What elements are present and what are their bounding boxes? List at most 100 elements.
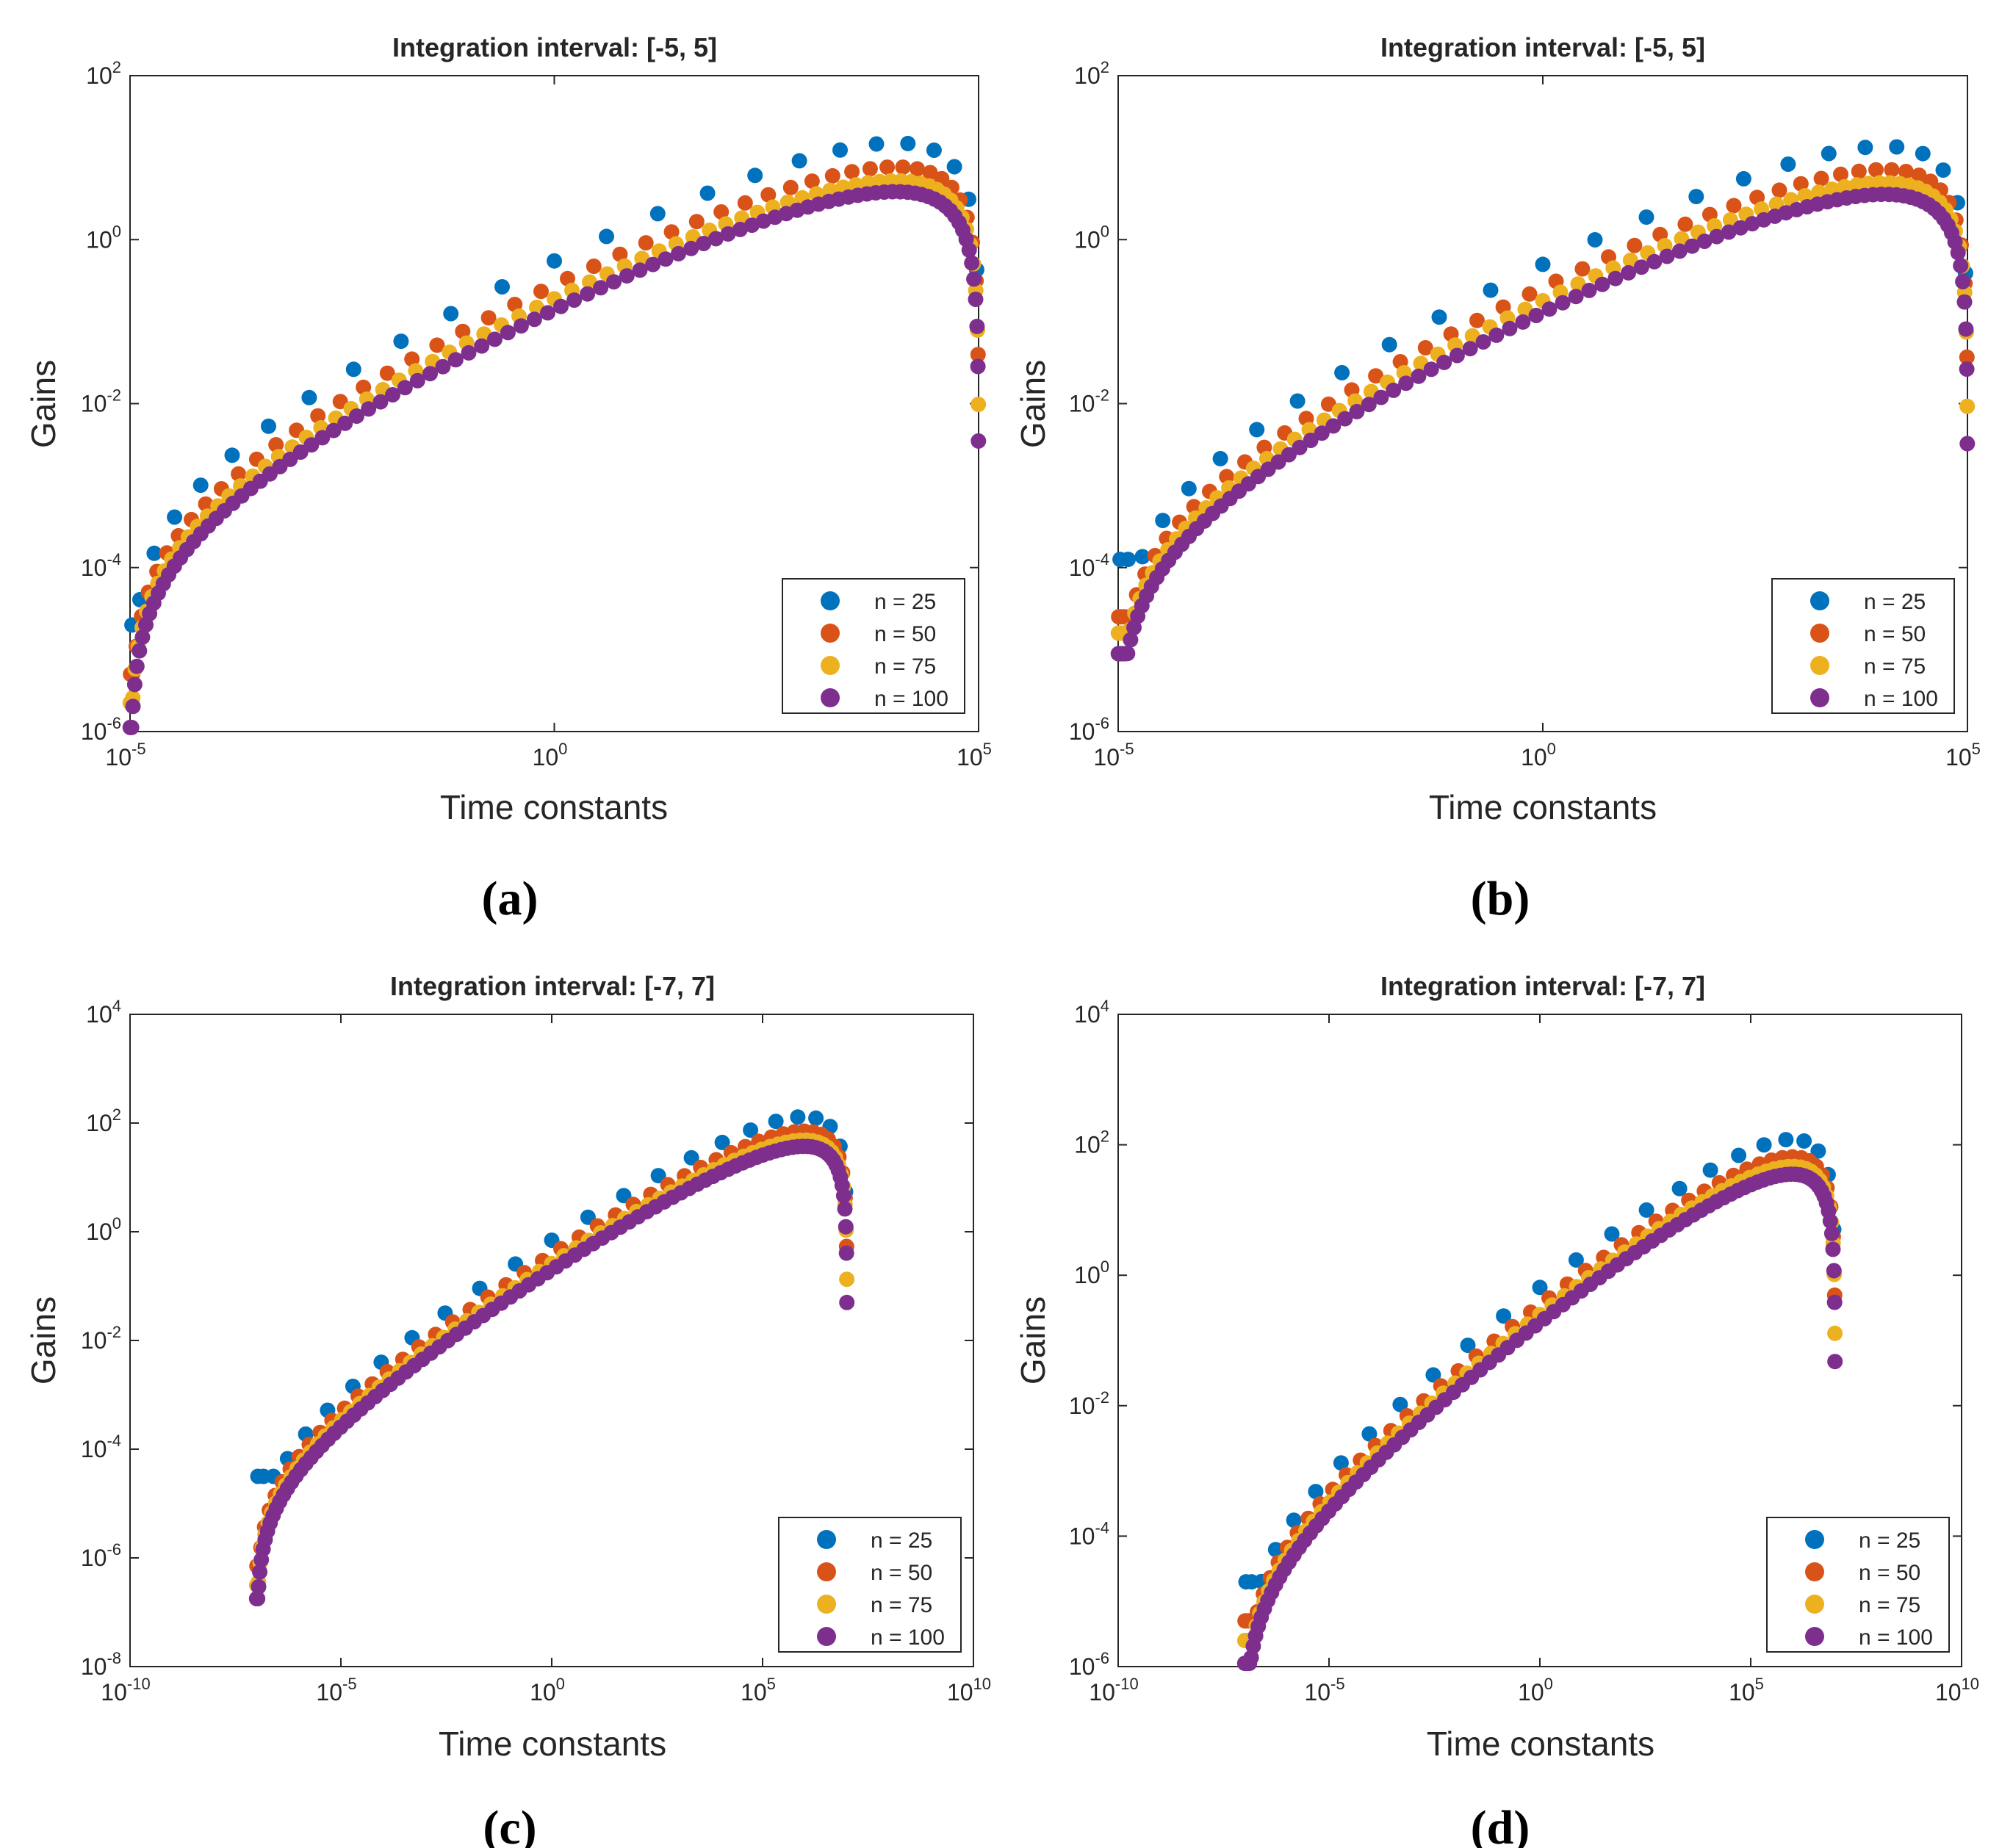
x-tick-label: 10-10 (101, 1675, 150, 1706)
marker-n25 (1735, 170, 1751, 187)
legend-marker-n100 (821, 688, 840, 707)
marker-n25 (1532, 1279, 1548, 1296)
marker-n100 (397, 380, 413, 396)
y-axis-label: Gains (1014, 1296, 1052, 1385)
legend-marker-n50 (1805, 1562, 1824, 1581)
legend-label-n100: n = 100 (874, 687, 948, 711)
marker-n25 (832, 142, 848, 158)
marker-n100 (474, 338, 490, 354)
marker-n100 (422, 366, 438, 382)
marker-n100 (250, 1591, 266, 1606)
chart-title: Integration interval: [-5, 5] (1380, 32, 1705, 62)
subplot-d: Integration interval: [-7, 7] 10-10 10-5 1… (1014, 971, 1979, 1848)
y-tick-label: 10-4 (81, 550, 121, 581)
legend-label-n100: n = 100 (1864, 687, 1938, 711)
x-tick-label: 10-5 (316, 1675, 356, 1706)
y-tick-label: 10-2 (1069, 386, 1109, 417)
marker-n100 (966, 271, 982, 287)
marker-n25 (1308, 1484, 1324, 1500)
legend-label-n50: n = 50 (1864, 622, 1926, 646)
marker-n50 (1677, 216, 1693, 232)
marker-n100 (325, 422, 342, 438)
marker-n50 (1868, 162, 1884, 178)
marker-n25 (443, 306, 459, 322)
marker-n100 (1488, 327, 1505, 343)
marker-n100 (566, 292, 583, 308)
marker-n25 (900, 135, 916, 151)
marker-n25 (192, 477, 209, 494)
marker-n100 (372, 394, 389, 410)
legend-label-n25: n = 25 (1864, 590, 1926, 614)
marker-n50 (688, 214, 705, 230)
y-axis-label: Gains (24, 360, 62, 448)
y-tick-label: 10-2 (1069, 1388, 1109, 1419)
marker-n50 (612, 246, 628, 262)
marker-n100 (1325, 418, 1342, 434)
marker-n100 (1541, 301, 1558, 317)
marker-n25 (393, 333, 409, 350)
marker-n25 (1120, 552, 1136, 568)
marker-n100 (447, 352, 464, 368)
marker-n100 (964, 255, 980, 271)
marker-n25 (1731, 1147, 1747, 1163)
marker-n25 (146, 545, 162, 561)
marker-n50 (1469, 312, 1485, 328)
marker-n50 (1771, 182, 1787, 198)
legend: n = 25 n = 50 n = 75 n = 100 (782, 578, 965, 714)
legend-label-n25: n = 25 (1859, 1528, 1920, 1553)
marker-n100 (1959, 436, 1976, 452)
legend-marker-n100 (817, 1627, 836, 1646)
marker-n25 (167, 509, 183, 525)
x-tick-label: 100 (533, 740, 568, 770)
marker-n50 (1959, 349, 1975, 365)
y-tick-label: 104 (86, 997, 121, 1028)
y-tick-label: 100 (1074, 222, 1109, 253)
x-tick-label: 10-5 (105, 740, 145, 770)
chart-title: Integration interval: [-7, 7] (390, 971, 715, 1001)
data-markers (248, 1109, 855, 1606)
marker-n50 (910, 161, 925, 177)
marker-n50 (922, 165, 938, 181)
marker-n100 (835, 1188, 851, 1204)
marker-n100 (553, 298, 569, 314)
marker-n100 (619, 268, 635, 284)
y-tick-label: 10-6 (81, 1540, 121, 1571)
marker-n100 (961, 242, 977, 258)
marker-n100 (1555, 295, 1571, 311)
marker-n50 (332, 394, 348, 410)
marker-n100 (1621, 264, 1637, 281)
marker-n25 (1535, 256, 1551, 272)
marker-n100 (580, 286, 596, 302)
x-axis-label: Time constants (439, 1725, 666, 1763)
marker-n25 (1638, 209, 1654, 225)
chart-title: Integration interval: [-7, 7] (1380, 971, 1705, 1001)
marker-n100 (658, 251, 674, 267)
marker-n100 (1823, 1225, 1840, 1241)
marker-n100 (526, 311, 542, 328)
marker-n100 (1373, 389, 1389, 405)
marker-n100 (540, 305, 555, 321)
marker-n100 (1337, 411, 1353, 427)
marker-n100 (1671, 243, 1688, 259)
legend-marker-n25 (817, 1530, 836, 1549)
marker-n100 (1721, 224, 1737, 240)
marker-n50 (1368, 368, 1384, 384)
marker-n100 (683, 240, 699, 256)
marker-n100 (1955, 274, 1971, 289)
marker-n25 (1267, 1542, 1283, 1558)
legend-marker-n75 (817, 1595, 836, 1614)
x-tick-label: 100 (1518, 1675, 1553, 1706)
marker-n50 (1186, 499, 1202, 515)
marker-n75 (839, 1271, 855, 1288)
marker-n100 (1594, 276, 1610, 292)
marker-n25 (1796, 1133, 1812, 1149)
marker-n100 (837, 1201, 853, 1217)
marker-n25 (1568, 1252, 1584, 1268)
marker-n25 (1889, 139, 1905, 155)
marker-n100 (1120, 646, 1136, 662)
y-tick-label: 100 (86, 1214, 121, 1245)
marker-n25 (683, 1149, 699, 1166)
marker-n25 (808, 1110, 824, 1126)
y-tick-label: 102 (86, 1105, 121, 1136)
legend-label-n25: n = 25 (871, 1528, 932, 1553)
